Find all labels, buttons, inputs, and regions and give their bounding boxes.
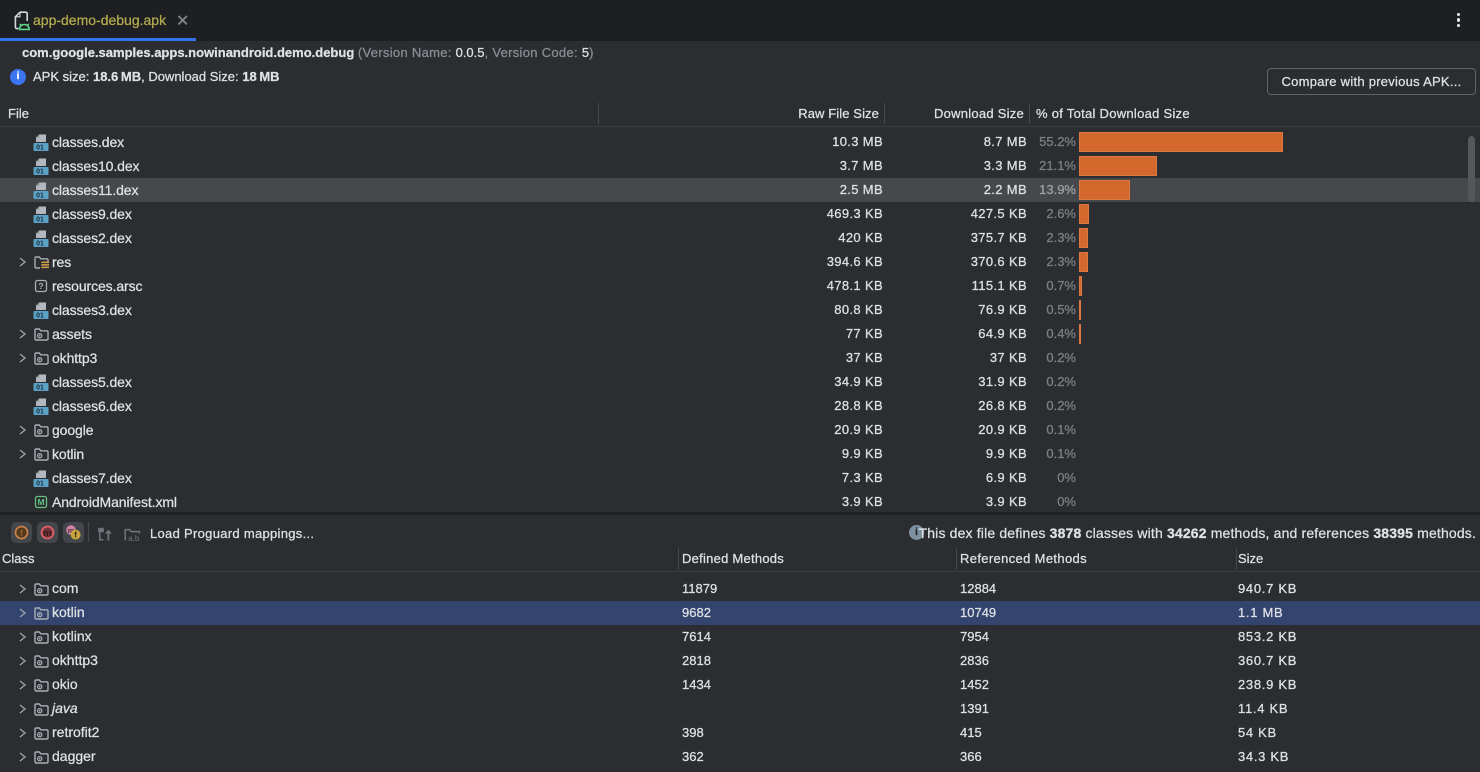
svg-text:01: 01 <box>36 217 44 224</box>
svg-text:01: 01 <box>36 169 44 176</box>
svg-text:?: ? <box>38 281 43 291</box>
svg-text:01: 01 <box>36 313 44 320</box>
svg-text:a.b: a.b <box>128 534 140 543</box>
svg-text:f: f <box>20 528 24 539</box>
svg-text:01: 01 <box>36 409 44 416</box>
svg-text:M: M <box>37 497 44 507</box>
svg-text:f: f <box>74 531 77 540</box>
svg-text:m: m <box>68 526 75 535</box>
svg-text:01: 01 <box>36 385 44 392</box>
svg-text:01: 01 <box>36 193 44 200</box>
svg-text:m: m <box>43 528 51 539</box>
svg-text:01: 01 <box>36 481 44 488</box>
svg-text:01: 01 <box>36 145 44 152</box>
svg-text:01: 01 <box>36 241 44 248</box>
